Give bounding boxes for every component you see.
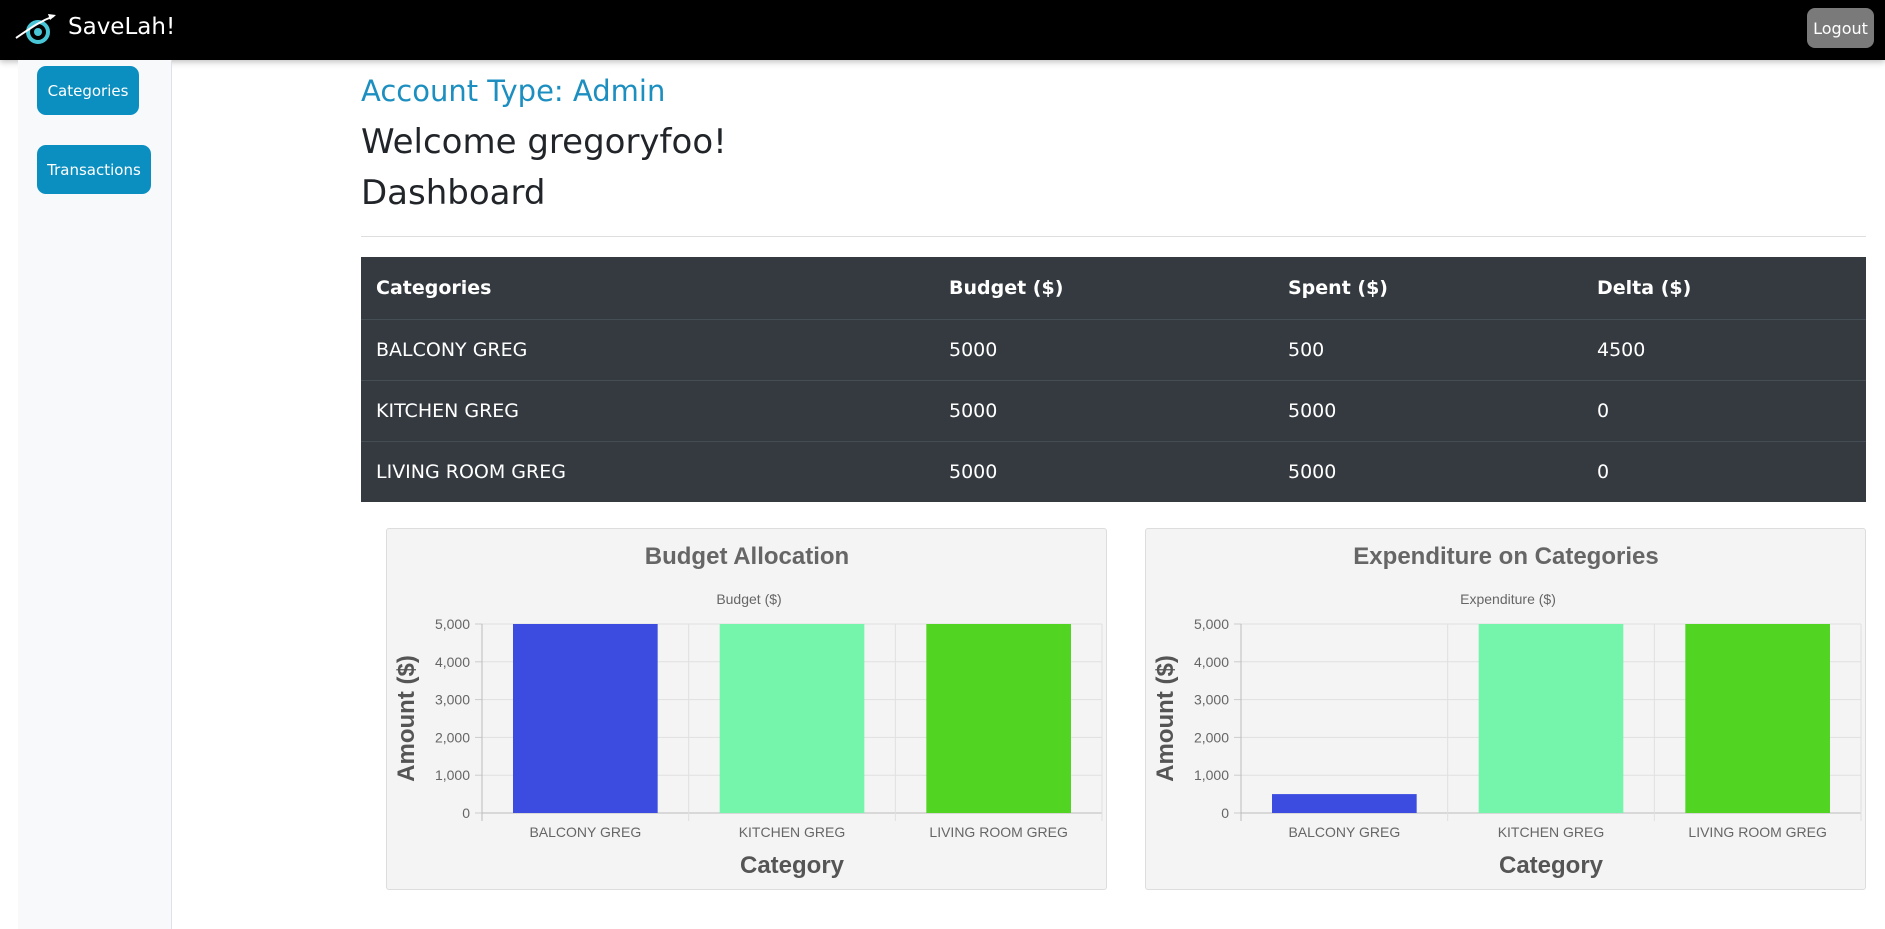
y-tick-label: 3,000 xyxy=(435,692,470,708)
column-header-spent: Spent ($) xyxy=(1288,277,1388,299)
y-tick-label: 5,000 xyxy=(1194,616,1229,632)
y-tick-label: 5,000 xyxy=(435,616,470,632)
x-tick-label: BALCONY GREG xyxy=(1288,824,1400,840)
welcome-heading: Welcome gregoryfoo! xyxy=(361,122,727,162)
bar xyxy=(926,624,1071,813)
table-row: KITCHEN GREG 5000 5000 0 xyxy=(361,380,1866,442)
y-tick-label: 2,000 xyxy=(1194,729,1229,745)
y-tick-label: 1,000 xyxy=(435,767,470,783)
x-tick-label: LIVING ROOM GREG xyxy=(1688,824,1826,840)
x-tick-label: KITCHEN GREG xyxy=(739,824,846,840)
savelah-logo-icon[interactable] xyxy=(14,10,58,50)
column-header-budget: Budget ($) xyxy=(949,277,1064,299)
budget-allocation-chart: Budget Allocation Budget ($) 0 1,000 2,000 3,… xyxy=(386,528,1107,890)
expenditure-chart-svg: Expenditure on Categories Expenditure ($)… xyxy=(1152,543,1862,879)
y-tick-label: 4,000 xyxy=(435,654,470,670)
cell-category: BALCONY GREG xyxy=(361,319,934,381)
bar xyxy=(513,624,658,813)
chart-legend-label: Expenditure ($) xyxy=(1460,591,1556,607)
table-header-row: Categories Budget ($) Spent ($) Delta ($… xyxy=(361,257,1866,320)
y-tick-label: 0 xyxy=(462,805,470,821)
column-header-categories: Categories xyxy=(376,277,492,299)
y-axis-title: Amount ($) xyxy=(393,655,420,782)
x-axis-title: Category xyxy=(1499,852,1604,879)
cell-budget: 5000 xyxy=(934,441,1273,502)
cell-spent: 5000 xyxy=(1273,441,1582,502)
cell-delta: 4500 xyxy=(1582,319,1866,381)
page-title: Dashboard xyxy=(361,173,546,213)
bar xyxy=(1685,624,1830,813)
cell-category: KITCHEN GREG xyxy=(361,380,934,442)
cell-category: LIVING ROOM GREG xyxy=(361,441,934,502)
bar xyxy=(1478,624,1624,813)
chart-title: Expenditure on Categories xyxy=(1353,543,1658,570)
chart-legend-label: Budget ($) xyxy=(716,591,781,607)
top-navbar: SaveLah! Logout xyxy=(0,0,1885,60)
y-tick-label: 3,000 xyxy=(1194,692,1229,708)
cell-delta: 0 xyxy=(1582,380,1866,442)
dashboard-table: Categories Budget ($) Spent ($) Delta ($… xyxy=(361,257,1866,502)
chart-title: Budget Allocation xyxy=(645,543,849,570)
cell-budget: 5000 xyxy=(934,380,1273,442)
app-name[interactable]: SaveLah! xyxy=(68,14,176,40)
logout-button[interactable]: Logout xyxy=(1807,8,1874,48)
budget-chart-svg: Budget Allocation Budget ($) 0 1,000 2,000 3,… xyxy=(393,543,1103,879)
cell-spent: 500 xyxy=(1273,319,1582,381)
expenditure-chart: Expenditure on Categories Expenditure ($)… xyxy=(1145,528,1866,890)
bar xyxy=(719,624,865,813)
account-type-heading: Account Type: Admin xyxy=(361,74,666,108)
bar xyxy=(1272,794,1417,813)
table-row: BALCONY GREG 5000 500 4500 xyxy=(361,319,1866,381)
sidebar-item-categories[interactable]: Categories xyxy=(37,66,139,115)
cell-spent: 5000 xyxy=(1273,380,1582,442)
x-axis-title: Category xyxy=(740,852,845,879)
cell-delta: 0 xyxy=(1582,441,1866,502)
table-row: LIVING ROOM GREG 5000 5000 0 xyxy=(361,441,1866,502)
x-tick-label: KITCHEN GREG xyxy=(1498,824,1605,840)
y-tick-label: 4,000 xyxy=(1194,654,1229,670)
y-tick-label: 1,000 xyxy=(1194,767,1229,783)
column-header-delta: Delta ($) xyxy=(1597,277,1692,299)
x-tick-label: BALCONY GREG xyxy=(529,824,641,840)
y-axis-title: Amount ($) xyxy=(1152,655,1179,782)
cell-budget: 5000 xyxy=(934,319,1273,381)
x-tick-label: LIVING ROOM GREG xyxy=(929,824,1067,840)
y-tick-label: 2,000 xyxy=(435,729,470,745)
sidebar-item-transactions[interactable]: Transactions xyxy=(37,145,151,194)
divider xyxy=(361,236,1866,237)
y-tick-label: 0 xyxy=(1221,805,1229,821)
sidebar: Categories Transactions xyxy=(18,60,172,929)
